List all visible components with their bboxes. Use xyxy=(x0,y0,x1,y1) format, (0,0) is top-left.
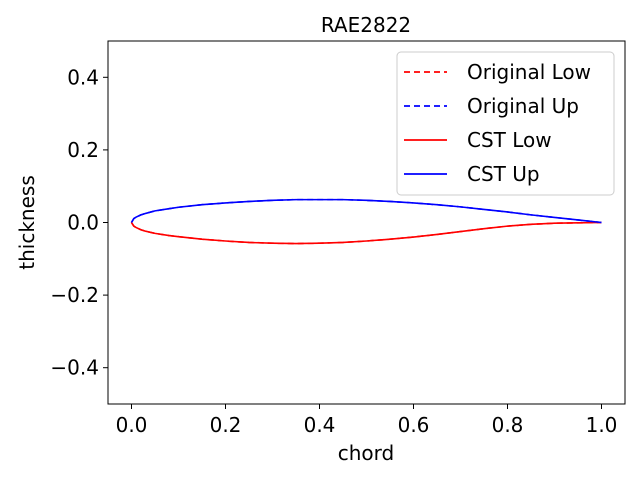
y-tick-label: 0.2 xyxy=(67,138,99,162)
y-tick-label: −0.4 xyxy=(50,356,99,380)
y-axis-label: thickness xyxy=(15,175,39,269)
series-line-cst-up xyxy=(130,198,602,224)
y-axis-ticks: 0.4 0.2 0.0 −0.2 −0.4 xyxy=(50,65,108,380)
x-tick-label: 0.0 xyxy=(116,413,148,437)
x-tick-label: 0.8 xyxy=(492,413,524,437)
y-tick-label: 0.0 xyxy=(67,211,99,235)
x-tick-label: 0.2 xyxy=(210,413,242,437)
legend: Original Low Original Up CST Low CST Up xyxy=(396,51,615,196)
x-tick-label: 0.6 xyxy=(398,413,430,437)
plot-frame xyxy=(107,40,626,405)
series-line-cst-low xyxy=(130,221,602,245)
y-tick-label: −0.2 xyxy=(50,283,99,307)
legend-label-original-up: Original Up xyxy=(467,94,579,118)
chart-title: RAE2822 xyxy=(321,13,411,37)
legend-label-cst-low: CST Low xyxy=(467,128,552,152)
series-layer xyxy=(130,198,602,245)
x-tick-label: 0.4 xyxy=(304,413,336,437)
y-tick-label: 0.4 xyxy=(67,65,99,89)
x-axis-label: chord xyxy=(338,441,394,465)
x-axis-ticks: 0.0 0.2 0.4 0.6 0.8 1.0 xyxy=(116,404,618,437)
x-tick-label: 1.0 xyxy=(586,413,618,437)
legend-box xyxy=(396,51,615,196)
legend-label-cst-up: CST Up xyxy=(467,162,540,186)
legend-label-original-low: Original Low xyxy=(467,60,591,84)
